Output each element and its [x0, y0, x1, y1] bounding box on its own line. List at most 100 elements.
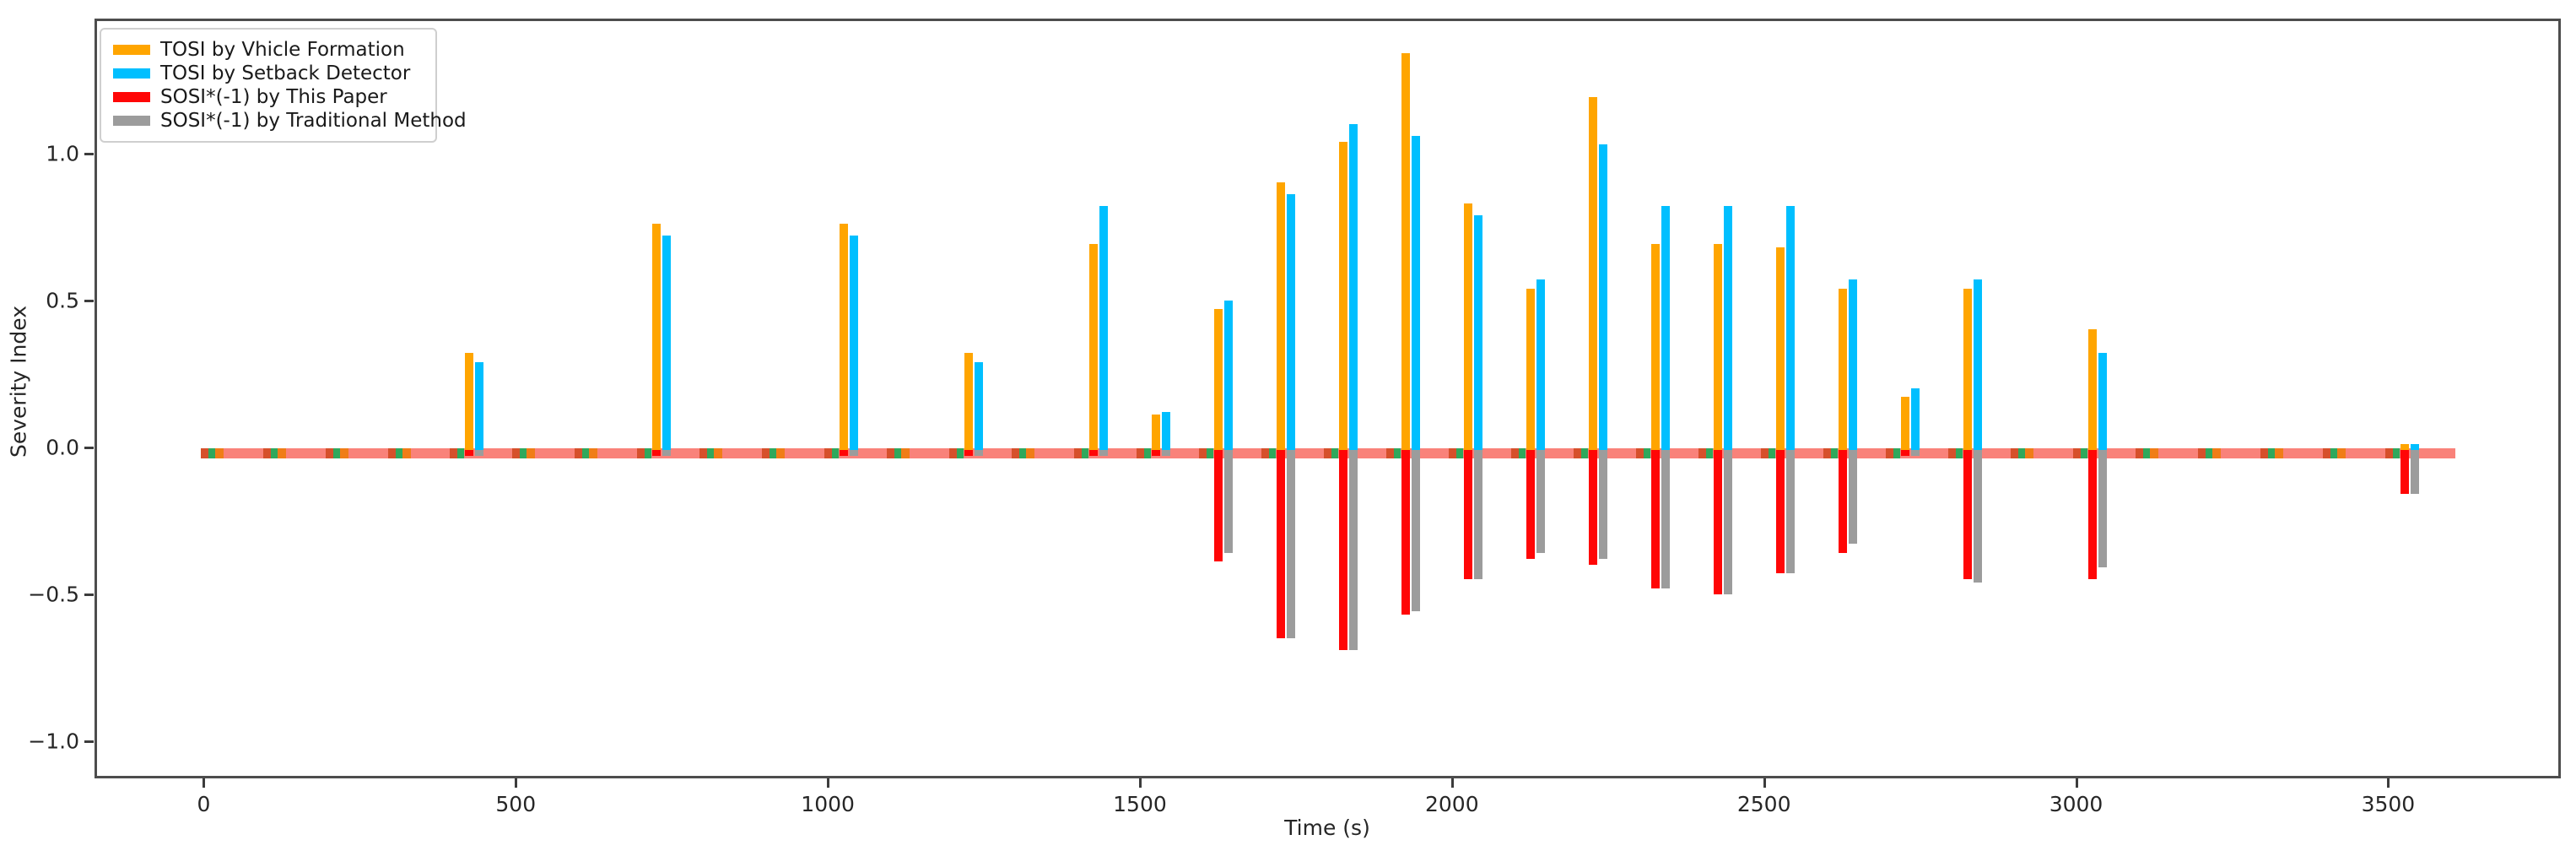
minor-mark-segment [1261, 448, 1270, 458]
x-tick-mark [1450, 778, 1454, 788]
minor-mark-segment [901, 448, 910, 458]
minor-mark-segment [1449, 448, 1456, 458]
bar-tosi-vehicle-formation [1089, 244, 1099, 450]
minor-mark-segment [776, 448, 786, 458]
minor-mark-segment [395, 448, 402, 458]
bar-tosi-vehicle-formation [1775, 247, 1785, 450]
minor-mark-segment [589, 448, 598, 458]
bar-tosi-setback-detector [1224, 300, 1234, 450]
y-tick-mark [84, 594, 94, 596]
minor-mark-segment [2135, 448, 2143, 458]
bar-sosi-this-paper [1214, 450, 1223, 562]
bar-tosi-vehicle-formation [1339, 141, 1348, 450]
minor-mark-segment [824, 448, 833, 458]
bar-sosi-this-paper [1963, 450, 1972, 580]
minor-mark-segment [332, 448, 340, 458]
minor-mark-segment [2142, 448, 2150, 458]
minor-mark-segment [1580, 448, 1588, 458]
legend: TOSI by Vhicle Formation TOSI by Setback… [100, 28, 467, 143]
bar-tosi-vehicle-formation [964, 353, 974, 450]
minor-mark-segment [1026, 448, 1035, 458]
plot-area [95, 19, 2561, 778]
bar-tosi-setback-detector [1910, 388, 1920, 450]
bar-sosi-traditional-method [1287, 450, 1296, 638]
bar-tosi-vehicle-formation [1650, 244, 1660, 450]
bar-tosi-setback-detector [1287, 194, 1296, 450]
legend-swatch-tosi-setback-detector [113, 68, 150, 79]
minor-mark-segment [1386, 448, 1395, 458]
minor-mark-segment [1207, 448, 1214, 458]
legend-label: SOSI*(-1) by This Paper [160, 86, 387, 108]
minor-mark-segment [520, 448, 527, 458]
bar-sosi-traditional-method [1848, 450, 1857, 545]
x-tick-label: 2500 [1736, 792, 1791, 816]
bar-sosi-this-paper [1900, 450, 1909, 456]
y-tick-mark [84, 447, 94, 449]
bar-tosi-vehicle-formation [1963, 288, 1972, 450]
bar-sosi-this-paper [1713, 450, 1722, 594]
bar-tosi-setback-detector [475, 361, 484, 450]
bar-sosi-traditional-method [1598, 450, 1607, 559]
x-tick-mark [1138, 778, 1142, 788]
bar-sosi-traditional-method [1910, 450, 1920, 456]
minor-mark-segment [2211, 448, 2221, 458]
minor-mark-segment [1324, 448, 1332, 458]
minor-mark-segment [2322, 448, 2330, 458]
minor-mark-segment [770, 448, 777, 458]
y-axis-label: Severity Index [6, 305, 31, 458]
bar-sosi-traditional-method [1474, 450, 1482, 580]
bar-tosi-setback-detector [1973, 279, 1982, 450]
legend-label: SOSI*(-1) by Traditional Method [160, 110, 467, 132]
bar-sosi-this-paper [1401, 450, 1411, 615]
minor-mark-segment [325, 448, 333, 458]
minor-mark-segment [270, 448, 278, 458]
minor-mark-segment [707, 448, 715, 458]
minor-mark-segment [200, 448, 208, 458]
bar-sosi-traditional-method [1224, 450, 1234, 553]
minor-mark-segment [512, 448, 521, 458]
x-tick-label: 1500 [1113, 792, 1167, 816]
bar-sosi-this-paper [1650, 450, 1660, 588]
minor-mark-segment [2267, 448, 2275, 458]
minor-mark-segment [2197, 448, 2206, 458]
bar-tosi-setback-detector [1661, 206, 1670, 450]
bar-sosi-this-paper [1464, 450, 1472, 580]
minor-mark-segment [1830, 448, 1838, 458]
bar-tosi-setback-detector [1785, 206, 1795, 450]
bar-sosi-this-paper [465, 450, 474, 456]
bar-sosi-traditional-method [1661, 450, 1670, 588]
minor-mark-segment [2260, 448, 2268, 458]
legend-row: SOSI*(-1) by Traditional Method [113, 109, 467, 133]
minor-mark-segment [575, 448, 583, 458]
minor-mark-segment [1456, 448, 1463, 458]
minor-mark-segment [1573, 448, 1581, 458]
bar-tosi-setback-detector [1474, 214, 1482, 450]
x-tick-label: 500 [495, 792, 537, 816]
bar-sosi-this-paper [964, 450, 974, 456]
minor-mark-segment [1394, 448, 1401, 458]
minor-mark-segment [1082, 448, 1089, 458]
bar-tosi-setback-detector [975, 361, 984, 450]
y-tick-mark [84, 300, 94, 302]
minor-mark-segment [1518, 448, 1526, 458]
x-tick-mark [827, 778, 830, 788]
bar-tosi-setback-detector [2410, 444, 2419, 450]
bar-tosi-setback-detector [1723, 206, 1732, 450]
bar-tosi-setback-detector [2098, 353, 2107, 450]
x-tick-label: 1000 [801, 792, 855, 816]
minor-mark-segment [527, 448, 536, 458]
minor-mark-segment [1510, 448, 1519, 458]
bar-sosi-traditional-method [1349, 450, 1358, 650]
bar-sosi-traditional-method [1973, 450, 1982, 583]
bar-sosi-traditional-method [475, 450, 484, 456]
legend-swatch-sosi-traditional-method [113, 116, 150, 126]
bar-sosi-this-paper [1152, 450, 1161, 456]
minor-mark-segment [2274, 448, 2283, 458]
minor-mark-segment [949, 448, 958, 458]
x-axis-label: Time (s) [1284, 816, 1370, 840]
minor-mark-segment [762, 448, 770, 458]
minor-mark-segment [2017, 448, 2025, 458]
minor-mark-segment [699, 448, 708, 458]
bar-tosi-vehicle-formation [2400, 444, 2409, 450]
bar-tosi-setback-detector [1598, 144, 1607, 450]
